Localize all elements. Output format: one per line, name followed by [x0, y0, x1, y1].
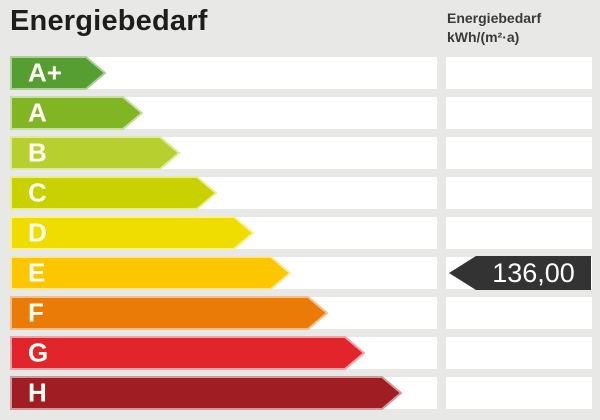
rating-bar-shape-B: [10, 136, 181, 170]
rating-bar-label-D: D: [28, 217, 47, 248]
rating-bar-E: [10, 256, 292, 290]
energy-rating-row: F: [10, 296, 592, 330]
rating-bar-label-F: F: [28, 297, 44, 328]
rating-bar-shape-H: [10, 376, 403, 410]
rating-bar-shape-E: [10, 256, 292, 290]
rating-bar-D: [10, 216, 255, 250]
scale-cell-A: A: [10, 96, 437, 130]
rating-bar-shape-D: [10, 216, 255, 250]
scale-cell-G: G: [10, 336, 437, 370]
value-cell-A: [446, 97, 592, 129]
rating-bar-label-C: C: [28, 177, 47, 208]
rating-rows: A+ A B C D E 136,00 F G H: [10, 56, 592, 410]
value-cell-C: [446, 177, 592, 209]
rating-bar-shape-F: [10, 296, 329, 330]
value-cell-H: [446, 377, 592, 409]
energy-rating-row: B: [10, 136, 592, 170]
energy-rating-row: E 136,00: [10, 256, 592, 290]
value-cell-G: [446, 337, 592, 369]
rating-bar-C: [10, 176, 218, 210]
rating-bar-B: [10, 136, 181, 170]
rating-bar-label-A: A: [28, 97, 47, 128]
value-cell-E: 136,00: [446, 256, 592, 290]
energy-rating-row: G: [10, 336, 592, 370]
rating-bar-A: [10, 96, 144, 130]
scale-cell-B: B: [10, 136, 437, 170]
rating-bar-H: [10, 376, 403, 410]
value-marker: 136,00: [449, 256, 591, 290]
rating-bar-label-H: H: [28, 377, 47, 408]
page-title: Energiebedarf: [10, 5, 208, 37]
rating-bar-shape-G: [10, 336, 366, 370]
rating-bar-label-A+: A+: [28, 57, 62, 88]
scale-cell-D: D: [10, 216, 437, 250]
rating-bar-label-E: E: [28, 257, 46, 288]
energy-rating-row: C: [10, 176, 592, 210]
unit-header: Energiebedarf kWh/(m²·a): [447, 9, 541, 47]
energy-rating-row: A+: [10, 56, 592, 90]
rating-bar-shape-A+: [10, 56, 107, 90]
value-cell-F: [446, 297, 592, 329]
rating-bar-G: [10, 336, 366, 370]
scale-cell-H: H: [10, 376, 437, 410]
scale-cell-F: F: [10, 296, 437, 330]
scale-cell-A+: A+: [10, 56, 437, 90]
rating-bar-shape-A: [10, 96, 144, 130]
rating-bar-F: [10, 296, 329, 330]
rating-bar-label-B: B: [28, 137, 47, 168]
rating-bar-label-G: G: [28, 337, 49, 368]
unit-header-line2: kWh/(m²·a): [447, 29, 520, 45]
scale-cell-C: C: [10, 176, 437, 210]
value-cell-B: [446, 137, 592, 169]
scale-cell-E: E: [10, 256, 437, 290]
rating-bar-shape-C: [10, 176, 218, 210]
energy-rating-row: H: [10, 376, 592, 410]
value-marker-text: 136,00: [492, 257, 575, 288]
energy-rating-row: D: [10, 216, 592, 250]
rating-bar-A+: [10, 56, 107, 90]
energy-rating-row: A: [10, 96, 592, 130]
value-cell-D: [446, 217, 592, 249]
unit-header-line1: Energiebedarf: [447, 10, 542, 26]
value-cell-A+: [446, 57, 592, 89]
